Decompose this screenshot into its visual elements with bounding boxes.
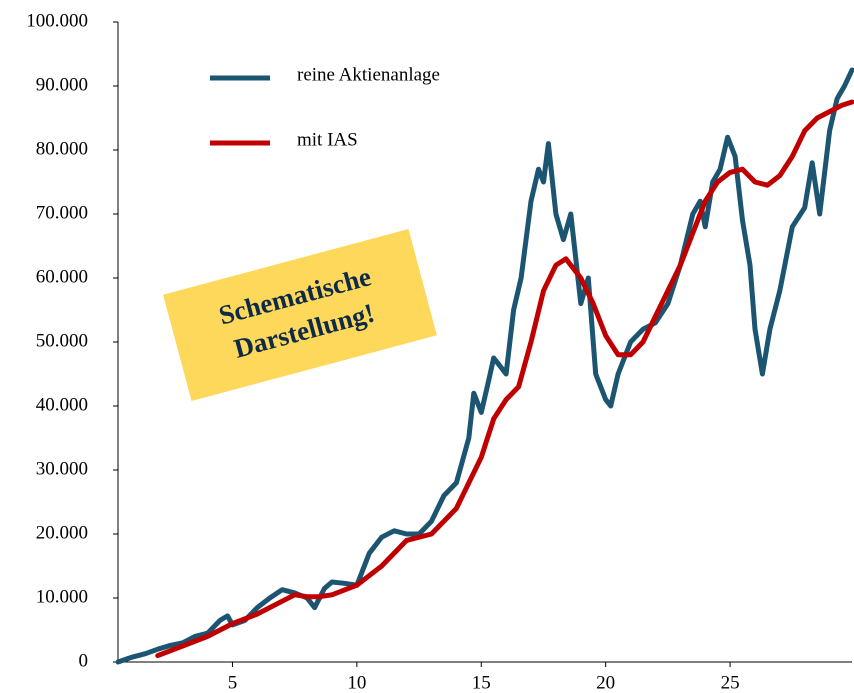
y-tick-label: 30.000 — [36, 458, 88, 479]
y-tick-label: 0 — [79, 650, 89, 671]
x-tick-label: 25 — [721, 672, 740, 693]
series-line — [155, 99, 854, 659]
x-tick-label: 15 — [472, 672, 491, 693]
x-tick-label: 5 — [228, 672, 238, 693]
y-tick-label: 20.000 — [36, 522, 88, 543]
y-tick-label: 60.000 — [36, 266, 88, 287]
y-tick-label: 80.000 — [36, 138, 88, 159]
annotation-box — [163, 229, 437, 401]
x-tick-label: 20 — [596, 672, 615, 693]
y-tick-label: 100.000 — [26, 10, 88, 31]
y-tick-label: 90.000 — [36, 74, 88, 95]
legend-label: mit IAS — [297, 129, 358, 150]
series-line — [115, 67, 854, 665]
y-tick-label: 10.000 — [36, 586, 88, 607]
legend-label: reine Aktienanlage — [297, 64, 440, 85]
x-tick-label: 10 — [347, 672, 366, 693]
y-tick-label: 40.000 — [36, 394, 88, 415]
y-tick-label: 70.000 — [36, 202, 88, 223]
y-tick-label: 50.000 — [36, 330, 88, 351]
